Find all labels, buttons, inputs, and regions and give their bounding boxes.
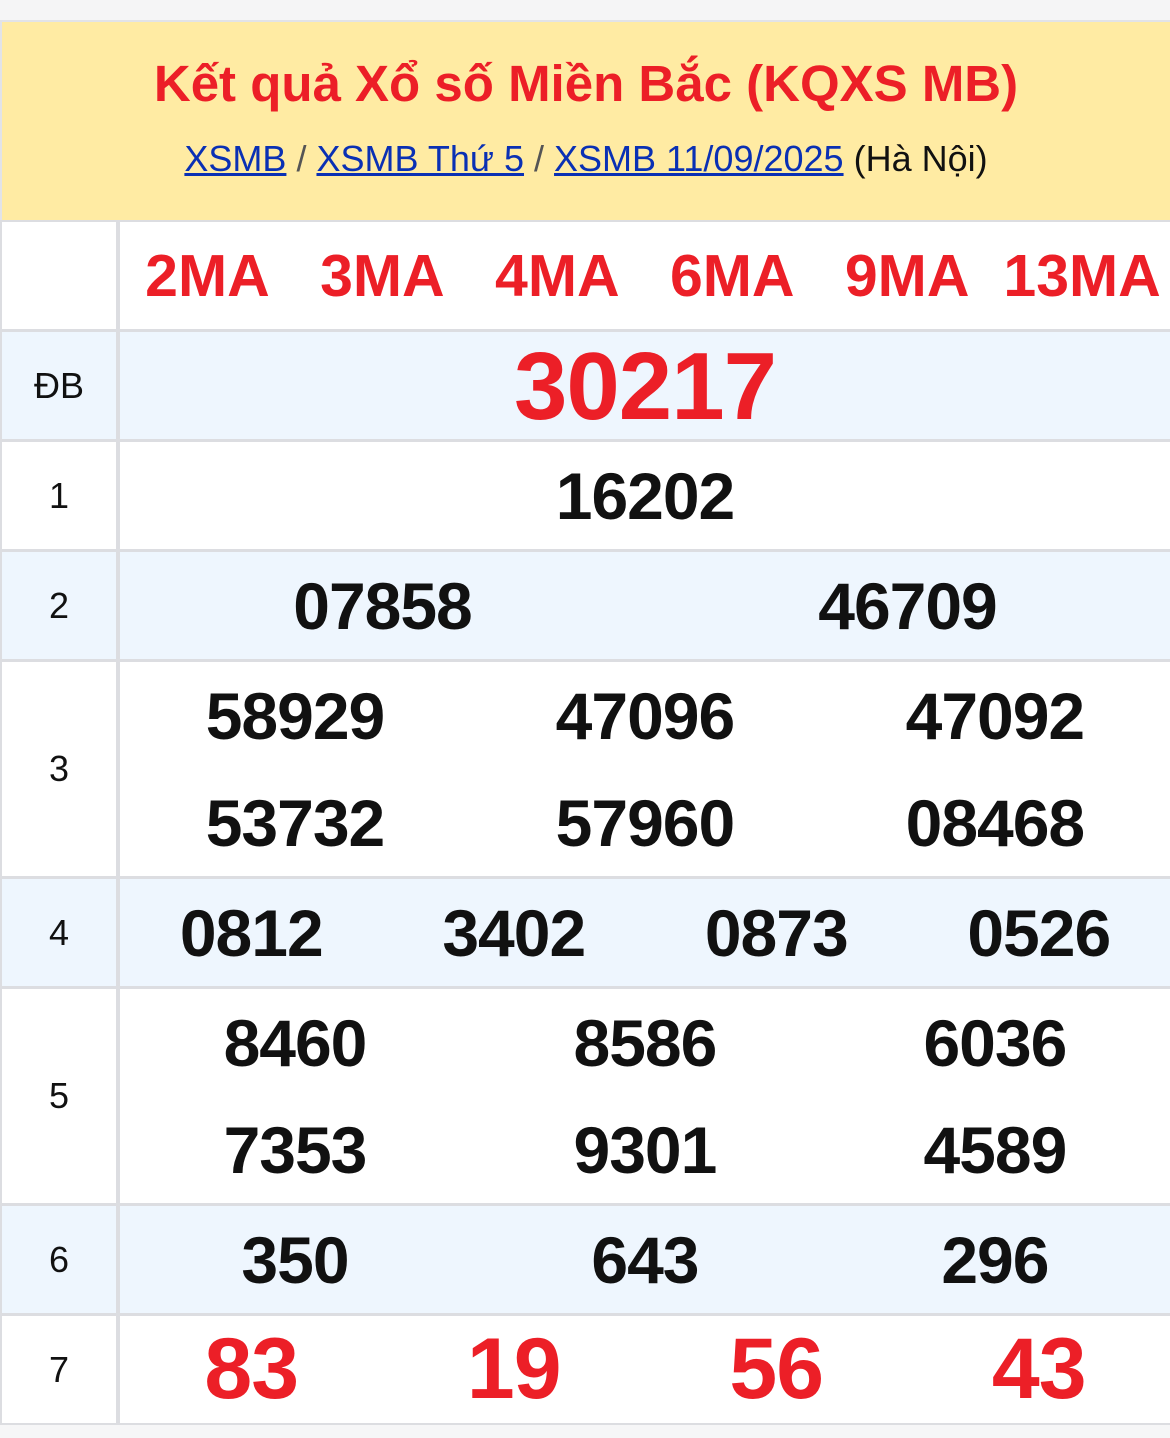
prize-number: 0873 (704, 895, 849, 970)
prize-row-6: 6 350 643 296 (2, 1206, 1170, 1313)
breadcrumb-xsmb[interactable]: XSMB (184, 138, 287, 179)
codes-cells: 2MA 3MA 4MA 6MA 9MA 13MA (120, 222, 1170, 329)
breadcrumb-xsmb-date[interactable]: XSMB 11/09/2025 (554, 138, 844, 179)
row-label (2, 222, 116, 329)
prize-number: 08468 (905, 785, 1086, 860)
prize-number: 296 (941, 1222, 1049, 1297)
prize-cells: 83 19 56 43 (120, 1316, 1170, 1423)
breadcrumb: XSMB / XSMB Thứ 5 / XSMB 11/09/2025 (Hà … (2, 138, 1170, 180)
prize-number: 16202 (555, 458, 736, 533)
prize-number: 30217 (514, 333, 777, 440)
code: 13MA (1003, 242, 1161, 309)
results-header: Kết quả Xổ số Miền Bắc (KQXS MB) XSMB / … (0, 22, 1170, 220)
row-label: 2 (2, 552, 116, 659)
breadcrumb-separator: / (296, 138, 307, 179)
region-label: (Hà Nội) (853, 138, 988, 179)
prize-row-1: 1 16202 (2, 442, 1170, 549)
prize-number: 58929 (205, 678, 386, 753)
page-title: Kết quả Xổ số Miền Bắc (KQXS MB) (153, 55, 1019, 112)
row-label: 1 (2, 442, 116, 549)
row-label: 6 (2, 1206, 116, 1313)
prize-cells: 8460 8586 6036 7353 9301 4589 (120, 989, 1170, 1203)
prize-row-4: 4 0812 3402 0873 0526 (2, 879, 1170, 986)
prize-row-7: 7 83 19 56 43 (2, 1316, 1170, 1423)
prize-number: 350 (241, 1222, 349, 1297)
prize-cells: 16202 (120, 442, 1170, 549)
prize-number: 46709 (818, 568, 998, 643)
prize-cells: 58929 47096 47092 53732 57960 08468 (120, 662, 1170, 876)
row-label: 4 (2, 879, 116, 986)
code: 4MA (495, 242, 620, 309)
prize-number: 43 (991, 1321, 1087, 1417)
row-label: ĐB (2, 332, 116, 439)
prize-cells: 07858 46709 (120, 552, 1170, 659)
code: 6MA (669, 242, 795, 309)
prize-row-5: 5 8460 8586 6036 7353 9301 4589 (2, 989, 1170, 1203)
prize-number: 8586 (573, 1005, 718, 1080)
codes-row: 2MA 3MA 4MA 6MA 9MA 13MA (2, 222, 1170, 329)
row-label: 3 (2, 662, 116, 876)
prize-number: 4589 (923, 1112, 1067, 1187)
prize-number: 3402 (442, 895, 586, 970)
top-bar (0, 0, 1170, 22)
breadcrumb-separator: / (534, 138, 545, 179)
row-label: 7 (2, 1316, 116, 1423)
results-table: 2MA 3MA 4MA 6MA 9MA 13MA ĐB 30217 1 1620… (0, 220, 1170, 1425)
prize-number: 0812 (179, 895, 324, 970)
prize-number: 57960 (555, 785, 736, 860)
prize-cells: 350 643 296 (120, 1206, 1170, 1313)
code: 3MA (320, 242, 445, 309)
prize-row-2: 2 07858 46709 (2, 552, 1170, 659)
breadcrumb-xsmb-thu-5[interactable]: XSMB Thứ 5 (316, 138, 524, 179)
prize-number: 56 (729, 1321, 824, 1417)
code: 2MA (145, 242, 270, 309)
prize-number: 47096 (555, 678, 736, 753)
prize-number: 643 (591, 1222, 699, 1297)
prize-cells: 0812 3402 0873 0526 (120, 879, 1170, 986)
prize-number: 0526 (967, 895, 1111, 970)
prize-number: 9301 (573, 1112, 718, 1187)
prize-row-special: ĐB 30217 (2, 332, 1170, 440)
code: 9MA (844, 242, 970, 309)
prize-number: 83 (204, 1321, 299, 1417)
prize-number: 19 (466, 1321, 562, 1417)
prize-number: 53732 (205, 785, 386, 860)
prize-number: 6036 (923, 1005, 1067, 1080)
prize-row-3: 3 58929 47096 47092 53732 57960 08468 (2, 662, 1170, 876)
prize-number: 07858 (293, 568, 473, 643)
prize-number: 7353 (223, 1112, 368, 1187)
prize-number: 8460 (223, 1005, 368, 1080)
prize-number: 47092 (905, 678, 1086, 753)
prize-cells: 30217 (120, 332, 1170, 440)
row-label: 5 (2, 989, 116, 1203)
